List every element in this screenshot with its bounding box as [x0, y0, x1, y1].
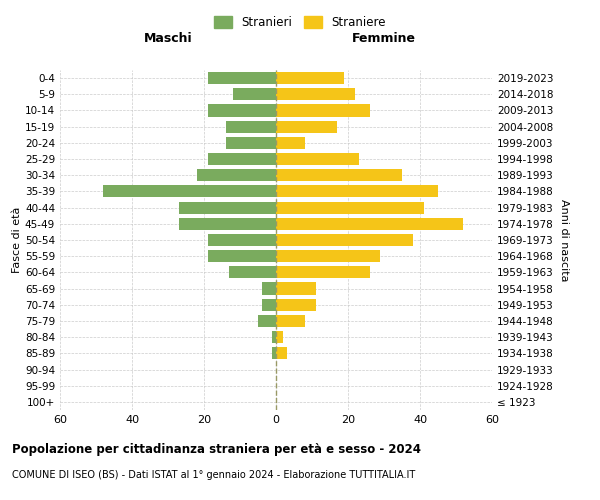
- Bar: [229, 266, 276, 278]
- Bar: [276, 298, 316, 311]
- Text: Maschi: Maschi: [143, 32, 193, 45]
- Bar: [276, 218, 463, 230]
- Bar: [262, 282, 276, 294]
- Bar: [208, 250, 276, 262]
- Bar: [276, 331, 283, 343]
- Text: Femmine: Femmine: [352, 32, 416, 45]
- Bar: [272, 348, 276, 360]
- Y-axis label: Fasce di età: Fasce di età: [12, 207, 22, 273]
- Bar: [208, 153, 276, 165]
- Bar: [276, 186, 438, 198]
- Bar: [276, 315, 305, 327]
- Bar: [258, 315, 276, 327]
- Bar: [276, 88, 355, 101]
- Bar: [276, 120, 337, 132]
- Bar: [179, 218, 276, 230]
- Bar: [276, 104, 370, 117]
- Bar: [208, 234, 276, 246]
- Bar: [276, 202, 424, 213]
- Bar: [226, 137, 276, 149]
- Bar: [179, 202, 276, 213]
- Text: COMUNE DI ISEO (BS) - Dati ISTAT al 1° gennaio 2024 - Elaborazione TUTTITALIA.IT: COMUNE DI ISEO (BS) - Dati ISTAT al 1° g…: [12, 470, 415, 480]
- Bar: [208, 72, 276, 84]
- Bar: [276, 348, 287, 360]
- Bar: [276, 266, 370, 278]
- Bar: [276, 72, 344, 84]
- Bar: [208, 104, 276, 117]
- Text: Popolazione per cittadinanza straniera per età e sesso - 2024: Popolazione per cittadinanza straniera p…: [12, 442, 421, 456]
- Legend: Stranieri, Straniere: Stranieri, Straniere: [209, 11, 391, 34]
- Y-axis label: Anni di nascita: Anni di nascita: [559, 198, 569, 281]
- Bar: [276, 282, 316, 294]
- Bar: [197, 169, 276, 181]
- Bar: [103, 186, 276, 198]
- Bar: [272, 331, 276, 343]
- Bar: [276, 250, 380, 262]
- Bar: [226, 120, 276, 132]
- Bar: [276, 137, 305, 149]
- Bar: [262, 298, 276, 311]
- Bar: [276, 169, 402, 181]
- Bar: [276, 153, 359, 165]
- Bar: [276, 234, 413, 246]
- Bar: [233, 88, 276, 101]
